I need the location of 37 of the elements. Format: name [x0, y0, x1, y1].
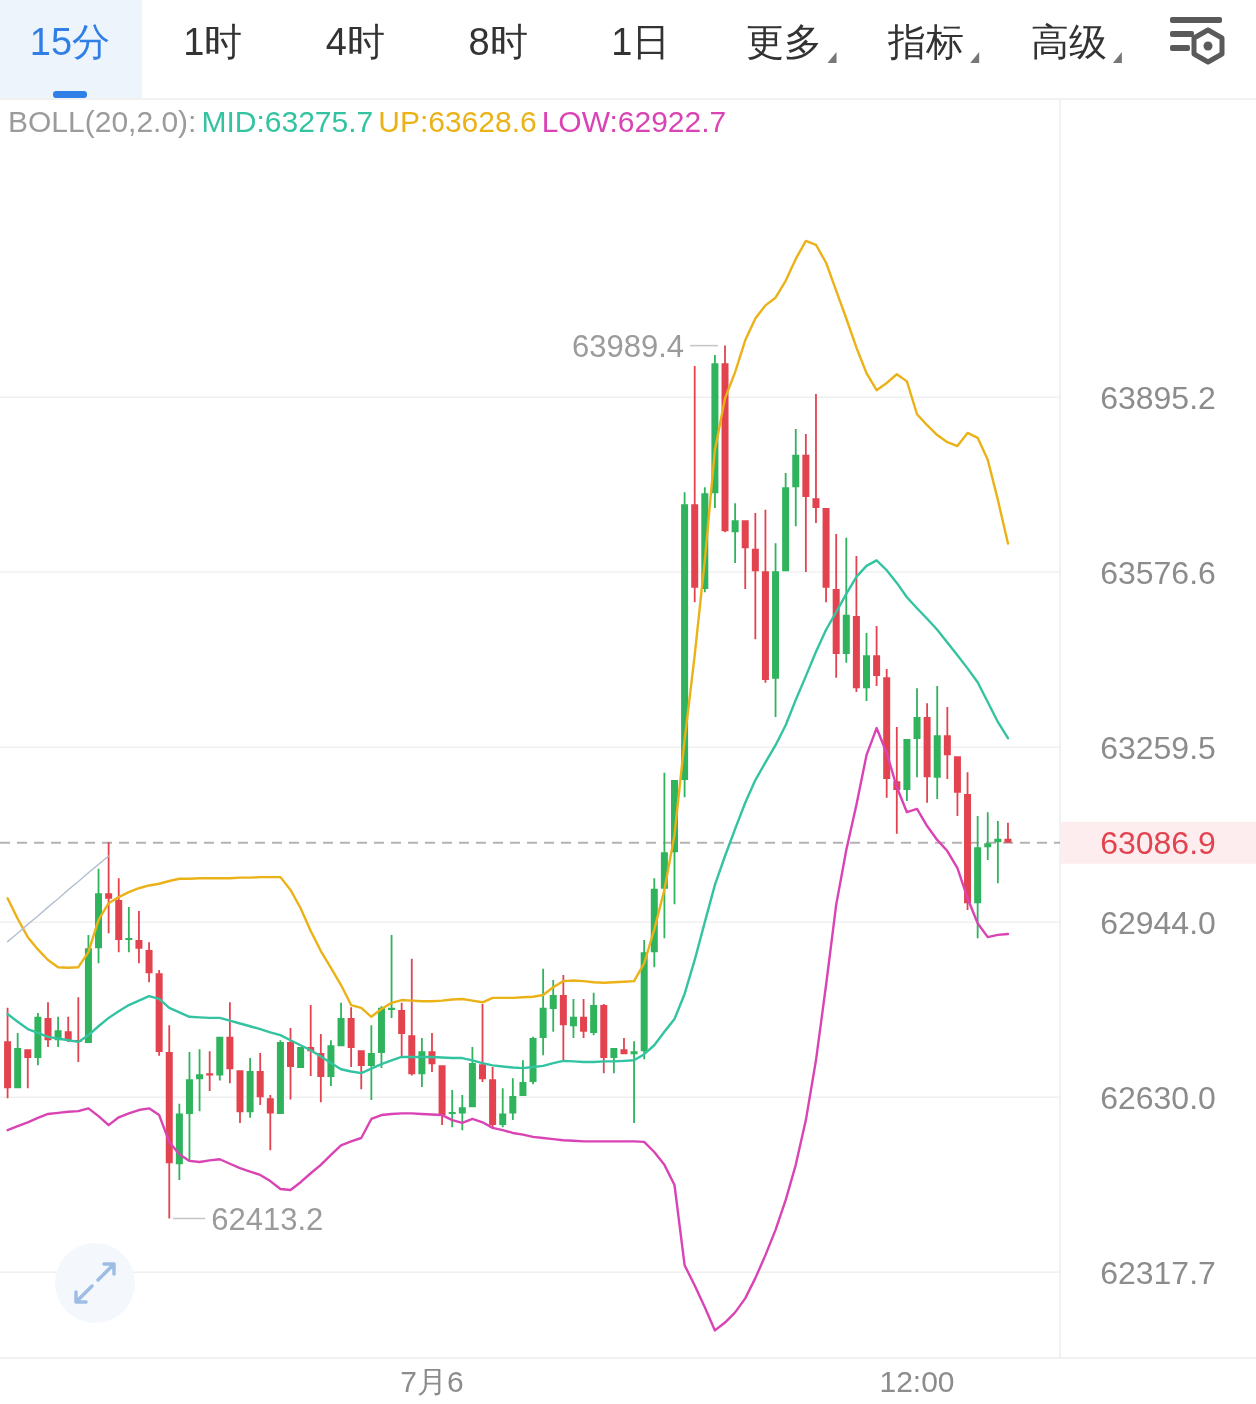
- x-tick-label: 7月6: [400, 1365, 464, 1398]
- candlestick: [984, 812, 992, 860]
- y-tick-label: 62317.7: [1100, 1254, 1216, 1291]
- y-tick-label: 63259.5: [1100, 729, 1216, 766]
- y-tick-label: 63576.6: [1100, 554, 1216, 591]
- candlestick: [206, 1051, 214, 1092]
- candlestick: [913, 688, 921, 778]
- candlestick: [812, 393, 820, 523]
- candlestick: [266, 1094, 274, 1151]
- candlestick: [135, 911, 143, 964]
- legend: BOLL(20,2.0): MID:63275.7 UP:63628.6 LOW:62922.7: [8, 105, 727, 138]
- value-note: 63989.4: [571, 328, 719, 364]
- candlestick: [105, 842, 113, 934]
- annotation: 62413.2: [211, 1201, 324, 1237]
- candlestick: [448, 1089, 456, 1128]
- line-series: [6, 559, 1010, 1075]
- line-series: [6, 239, 1010, 1018]
- candlestick: [24, 1049, 32, 1089]
- ref-line-label: 63086.9: [1100, 825, 1216, 862]
- candlestick: [731, 503, 739, 564]
- candlestick: [994, 821, 1002, 884]
- x-tick-label: 12:00: [879, 1365, 955, 1398]
- candlestick: [367, 1025, 375, 1100]
- candlestick: [751, 513, 759, 640]
- candlestick: [125, 907, 133, 953]
- line-series: [6, 726, 1010, 1332]
- y-tick-label: 62944.0: [1100, 904, 1216, 941]
- y-tick-label: 63895.2: [1100, 379, 1216, 416]
- y-tick-label: 62630.0: [1100, 1079, 1216, 1116]
- tab-bar: 15分 1时 4时 8时 1日 更多 指标 高级: [0, 0, 1122, 98]
- annotation: 63989.4: [571, 328, 685, 364]
- candlestick: [499, 1088, 507, 1128]
- value-note: 62413.2: [172, 1201, 324, 1237]
- candlestick: [943, 707, 951, 779]
- candlestick: [1004, 822, 1012, 843]
- line-series: [6, 855, 110, 943]
- candlestick: [630, 1041, 638, 1123]
